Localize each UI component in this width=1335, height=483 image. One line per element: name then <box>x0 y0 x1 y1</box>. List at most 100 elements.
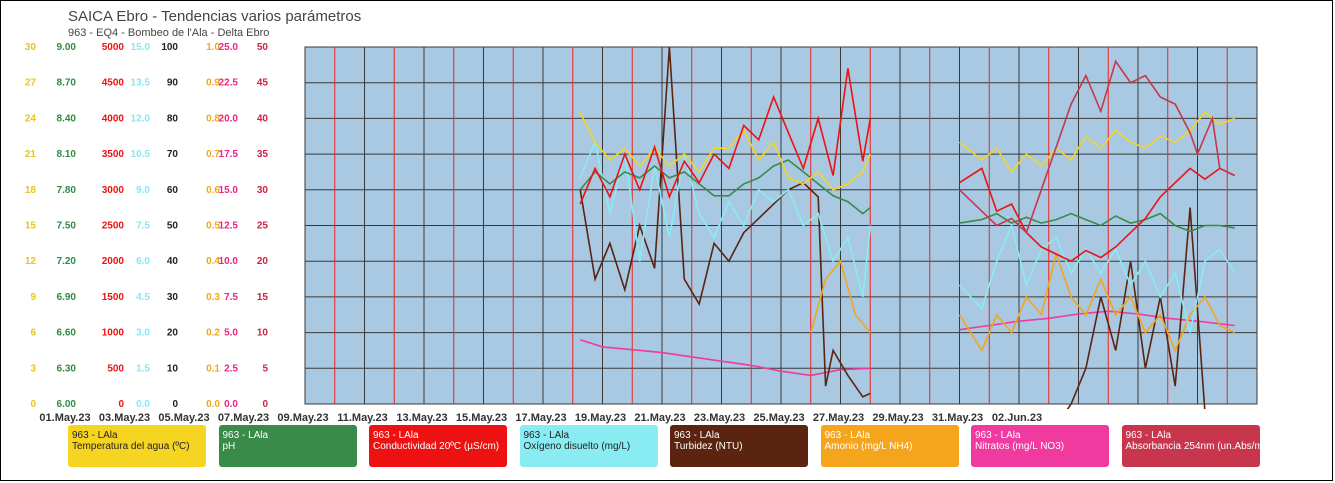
axis-temperatura-tick: 0 <box>30 399 36 410</box>
legend-station: 963 - LAla <box>523 430 570 441</box>
axis-turbidez-tick: 80 <box>167 113 179 124</box>
axis-absorbancia-tick: 45 <box>257 78 269 89</box>
axis-turbidez-tick: 40 <box>167 256 179 267</box>
legend-item[interactable]: 963 - LAla Turbidez (NTU) <box>670 425 808 467</box>
series-line <box>958 251 1236 353</box>
legend-station: 963 - LAla <box>72 430 118 441</box>
axis-oxigeno-tick: 1.5 <box>136 363 150 374</box>
legend-label: Nitratos (mg/L NO3) <box>975 441 1065 452</box>
date-tick: 15.May.23 <box>456 412 507 424</box>
series-line <box>579 159 871 215</box>
date-tick: 01.May.23 <box>39 412 90 424</box>
axis-oxigeno-tick: 15.0 <box>131 42 151 53</box>
axis-absorbancia-tick: 20 <box>257 256 269 267</box>
axis-nitratos-tick: 2.5 <box>224 363 238 374</box>
series-line <box>959 167 1236 263</box>
chart-subtitle: 963 - EQ4 - Bombeo de l'Ala - Delta Ebro <box>68 27 270 39</box>
plot-grid <box>304 46 1258 405</box>
date-tick: 19.May.23 <box>575 412 626 424</box>
axis-ph-tick: 7.50 <box>57 221 77 232</box>
legend: 963 - LAla Temperatura del agua (ºC) 963 -… <box>68 425 1330 467</box>
axis-oxigeno-tick: 9.0 <box>136 185 150 196</box>
axis-oxigeno-tick: 7.5 <box>136 221 150 232</box>
legend-station: 963 - LAla <box>674 430 720 441</box>
axis-conductividad-tick: 500 <box>107 363 124 374</box>
axis-amonio-tick: 1.0 <box>206 42 220 53</box>
axis-turbidez-tick: 60 <box>167 185 179 196</box>
axis-absorbancia-tick: 50 <box>257 42 269 53</box>
axis-turbidez-tick: 50 <box>167 221 179 232</box>
axis-nitratos-tick: 17.5 <box>219 149 239 160</box>
legend-item[interactable]: 963 - LAla Temperatura del agua (ºC) <box>68 425 206 467</box>
axis-conductividad-tick: 3000 <box>102 185 125 196</box>
axis-turbidez-tick: 30 <box>167 292 179 303</box>
axis-conductividad-tick: 5000 <box>102 42 125 53</box>
axis-conductividad-tick: 2000 <box>102 256 125 267</box>
axis-temperatura-tick: 3 <box>30 363 36 374</box>
y-axes: 3027242118151296309.008.708.408.107.807.… <box>25 42 269 410</box>
axis-conductividad-tick: 4000 <box>102 113 125 124</box>
date-tick: 02.Jun.23 <box>992 412 1042 424</box>
axis-amonio-tick: 0.8 <box>206 113 220 124</box>
date-tick: 13.May.23 <box>396 412 447 424</box>
axis-nitratos-tick: 0.0 <box>224 399 238 410</box>
series-line <box>958 222 1236 333</box>
date-tick: 25.May.23 <box>753 412 804 424</box>
series-line <box>579 112 872 191</box>
axis-temperatura-tick: 12 <box>25 256 37 267</box>
legend-station: 963 - LAla <box>824 430 871 441</box>
axis-ph-tick: 6.00 <box>57 399 77 410</box>
legend-label: Turbidez (NTU) <box>674 441 743 452</box>
date-tick: 09.May.23 <box>277 412 328 424</box>
legend-item[interactable]: 963 - LAla Nitratos (mg/L NO3) <box>971 425 1109 467</box>
axis-temperatura-tick: 9 <box>30 292 36 303</box>
axis-absorbancia-tick: 30 <box>257 185 269 196</box>
series-line <box>959 111 1235 174</box>
axis-nitratos-tick: 10.0 <box>219 256 239 267</box>
date-tick: 21.May.23 <box>634 412 685 424</box>
legend-item[interactable]: 963 - LAla Oxígeno disuelto (mg/L) <box>519 425 658 467</box>
legend-item[interactable]: 963 - LAla pH <box>218 425 357 467</box>
axis-temperatura-tick: 18 <box>25 185 37 196</box>
legend-label: Oxígeno disuelto (mg/L) <box>523 441 631 452</box>
axis-ph-tick: 6.90 <box>57 292 77 303</box>
legend-item[interactable]: 963 - LAla Absorbancia 254nm (un.Abs/m) <box>1121 425 1260 467</box>
axis-temperatura-tick: 21 <box>25 149 37 160</box>
legend-item[interactable]: 963 - LAla Conductividad 20ºC (µS/cm) <box>369 425 507 467</box>
axis-absorbancia-tick: 35 <box>257 149 269 160</box>
axis-turbidez-tick: 70 <box>167 149 179 160</box>
axis-amonio-tick: 0.1 <box>206 363 220 374</box>
axis-oxigeno-tick: 4.5 <box>136 292 150 303</box>
axis-amonio-tick: 0.0 <box>206 399 220 410</box>
axis-ph-tick: 8.70 <box>57 78 77 89</box>
axis-oxigeno-tick: 12.0 <box>131 113 151 124</box>
axis-absorbancia-tick: 10 <box>257 328 269 339</box>
axis-amonio-tick: 0.5 <box>206 221 220 232</box>
axis-oxigeno-tick: 13.5 <box>131 78 151 89</box>
axis-conductividad-tick: 0 <box>118 399 124 410</box>
date-tick: 07.May.23 <box>218 412 269 424</box>
legend-label: Temperatura del agua (ºC) <box>72 441 190 452</box>
series-line <box>1066 207 1206 409</box>
legend-label: Conductividad 20ºC (µS/cm) <box>373 441 500 452</box>
legend-label: pH <box>222 441 236 452</box>
axis-temperatura-tick: 6 <box>30 328 36 339</box>
axis-absorbancia-tick: 0 <box>262 399 268 410</box>
legend-item[interactable]: 963 - LAla Amonio (mg/L NH4) <box>820 425 959 467</box>
axis-ph-tick: 6.30 <box>57 363 77 374</box>
axis-amonio-tick: 0.9 <box>206 78 220 89</box>
axis-amonio-tick: 0.6 <box>206 185 220 196</box>
series-line <box>958 59 1236 235</box>
axis-conductividad-tick: 1000 <box>102 328 125 339</box>
axis-turbidez-tick: 20 <box>167 328 179 339</box>
axis-turbidez-tick: 10 <box>167 363 179 374</box>
series-line <box>810 259 871 334</box>
axis-absorbancia-tick: 25 <box>257 221 269 232</box>
axis-turbidez-tick: 100 <box>161 42 178 53</box>
date-tick: 29.May.23 <box>872 412 923 424</box>
axis-nitratos-tick: 7.5 <box>224 292 238 303</box>
date-tick: 05.May.23 <box>158 412 209 424</box>
axis-oxigeno-tick: 3.0 <box>136 328 150 339</box>
